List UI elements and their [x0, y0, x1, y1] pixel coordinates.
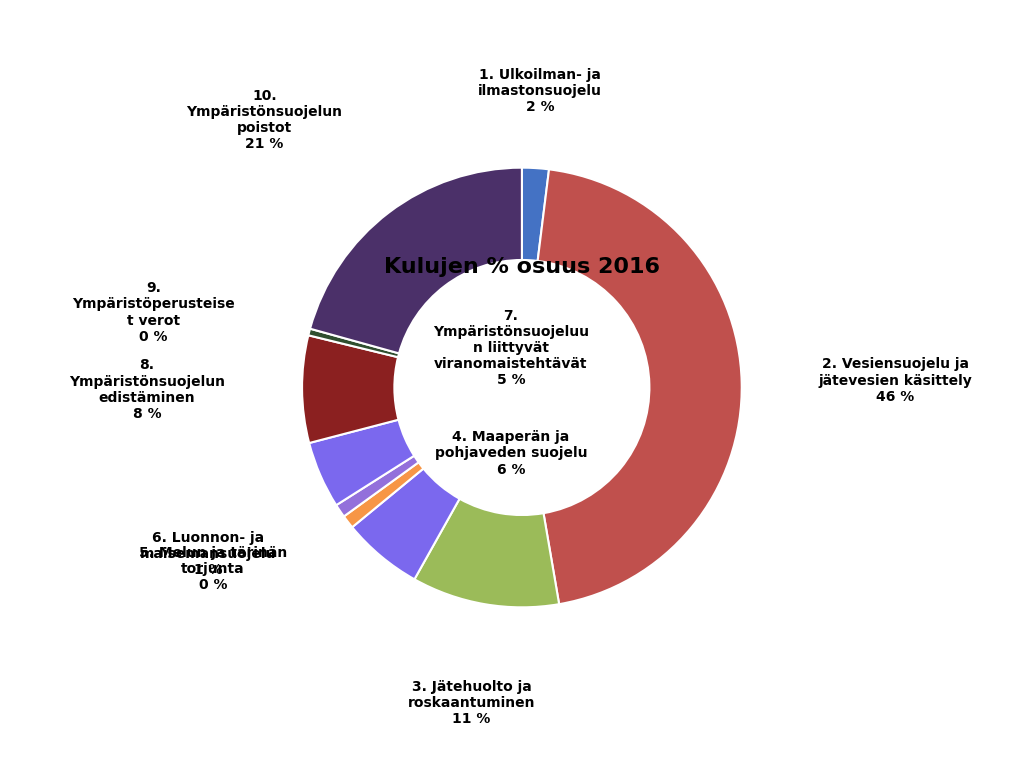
Text: 2. Vesiensuojelu ja
jätevesien käsittely
46 %: 2. Vesiensuojelu ja jätevesien käsittely…: [818, 357, 973, 404]
Wedge shape: [302, 336, 398, 443]
Text: 6. Luonnon- ja
maisemansuojelu
1 %: 6. Luonnon- ja maisemansuojelu 1 %: [140, 531, 276, 577]
Text: Kulujen % osuus 2016: Kulujen % osuus 2016: [384, 257, 659, 277]
Text: 7.
Ympäristönsuojeluu
n liittyvät
viranomaistehtävät
5 %: 7. Ympäristönsuojeluu n liittyvät virano…: [433, 308, 589, 388]
Wedge shape: [352, 469, 460, 579]
Wedge shape: [415, 499, 559, 608]
Text: 5. Melun ja tärinän
torjunta
0 %: 5. Melun ja tärinän torjunta 0 %: [139, 546, 287, 592]
Wedge shape: [538, 170, 741, 604]
Wedge shape: [344, 463, 424, 527]
Text: 8.
Ympäristönsuojelun
edistäminen
8 %: 8. Ympäristönsuojelun edistäminen 8 %: [69, 359, 225, 421]
Wedge shape: [522, 167, 549, 261]
Text: 9.
Ympäristöperusteise
t verot
0 %: 9. Ympäristöperusteise t verot 0 %: [72, 281, 234, 344]
Wedge shape: [309, 420, 414, 505]
Wedge shape: [308, 329, 399, 357]
Text: 1. Ulkoilman- ja
ilmastonsuojelu
2 %: 1. Ulkoilman- ja ilmastonsuojelu 2 %: [478, 68, 602, 115]
Wedge shape: [310, 167, 522, 353]
Text: 10.
Ympäristönsuojelun
poistot
21 %: 10. Ympäristönsuojelun poistot 21 %: [186, 88, 342, 151]
Wedge shape: [336, 456, 419, 516]
Text: 3. Jätehuolto ja
roskaantuminen
11 %: 3. Jätehuolto ja roskaantuminen 11 %: [408, 680, 536, 726]
Text: 4. Maaperän ja
pohjaveden suojelu
6 %: 4. Maaperän ja pohjaveden suojelu 6 %: [434, 430, 587, 477]
